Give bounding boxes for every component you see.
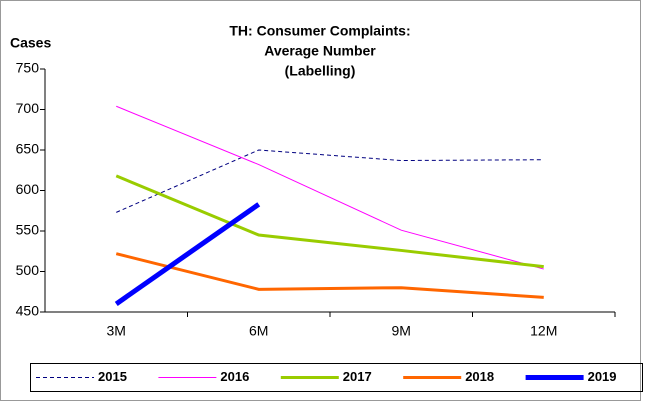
legend-label: 2018 [465,369,494,384]
legend-label: 2019 [588,369,617,384]
series-line [115,252,544,299]
y-axis-label: Cases [10,35,51,51]
y-tick-label: 500 [16,262,40,278]
y-tick-label: 600 [16,181,40,197]
chart-title: TH: Consumer Complaints: [229,23,410,39]
y-tick-label: 700 [16,100,40,116]
series-line [116,149,544,213]
x-tick-label: 12M [530,323,557,339]
legend-label: 2016 [220,369,249,384]
x-tick-label: 9M [392,323,411,339]
legend-label: 2015 [98,369,127,384]
series-line [115,174,544,269]
x-tick-label: 6M [249,323,268,339]
series-line [114,202,261,306]
x-tick-label: 3M [107,323,126,339]
y-tick-label: 450 [16,303,40,319]
legend-box [30,363,643,392]
y-tick-label: 650 [16,141,40,157]
y-tick-label: 750 [16,60,40,76]
chart-title: Average Number [264,43,376,59]
legend-label: 2017 [343,369,372,384]
series-line [116,105,544,270]
chart-title: (Labelling) [285,63,356,79]
y-tick-label: 550 [16,222,40,238]
